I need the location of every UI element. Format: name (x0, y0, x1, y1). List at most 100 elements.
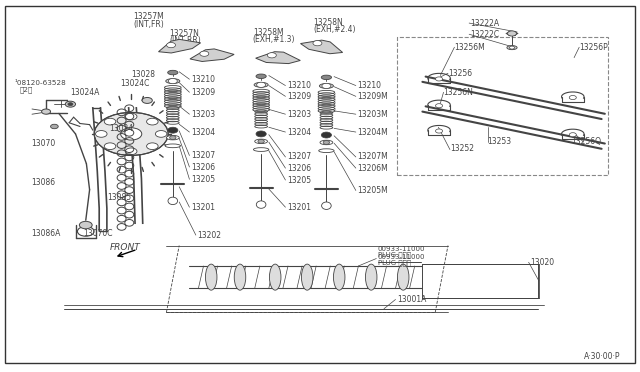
Ellipse shape (397, 264, 409, 290)
Text: 13209M: 13209M (357, 92, 388, 101)
Circle shape (436, 77, 443, 81)
Ellipse shape (320, 140, 333, 145)
Text: 13001A: 13001A (397, 295, 426, 304)
Ellipse shape (301, 264, 313, 290)
Circle shape (258, 140, 264, 143)
Text: 13024C: 13024C (120, 79, 150, 88)
Text: 13070C: 13070C (83, 229, 113, 238)
Ellipse shape (253, 148, 269, 151)
Text: 13204: 13204 (191, 128, 215, 137)
Text: 13203M: 13203M (357, 110, 388, 119)
Circle shape (570, 133, 576, 137)
Text: 13205: 13205 (191, 175, 215, 184)
Circle shape (509, 46, 515, 49)
Text: 13253: 13253 (488, 137, 512, 146)
Text: 13024A: 13024A (70, 88, 100, 97)
Text: (INT,RR): (INT,RR) (170, 36, 202, 45)
Circle shape (51, 124, 58, 129)
Circle shape (68, 103, 73, 106)
Circle shape (142, 97, 152, 103)
Ellipse shape (321, 75, 332, 80)
Text: 13201: 13201 (287, 203, 311, 212)
Text: （2）: （2） (19, 86, 33, 93)
Ellipse shape (254, 83, 268, 87)
Ellipse shape (269, 264, 281, 290)
Text: 13222A: 13222A (470, 19, 500, 28)
Ellipse shape (120, 128, 142, 140)
Text: 13028: 13028 (131, 70, 155, 79)
Text: 13203: 13203 (287, 110, 311, 119)
Text: 13086A: 13086A (31, 229, 60, 238)
Polygon shape (190, 49, 234, 61)
Ellipse shape (234, 264, 246, 290)
Text: 13257M: 13257M (133, 12, 164, 21)
Circle shape (436, 129, 443, 133)
Bar (397, 37, 608, 175)
Text: 13086: 13086 (31, 178, 55, 187)
Circle shape (508, 31, 516, 36)
Circle shape (257, 82, 266, 87)
Circle shape (104, 118, 116, 125)
Circle shape (570, 96, 576, 100)
Text: 13256P: 13256P (579, 43, 608, 52)
Text: 13204: 13204 (287, 128, 311, 137)
Circle shape (156, 131, 167, 137)
Circle shape (147, 118, 158, 125)
Circle shape (125, 148, 137, 155)
Text: 13210: 13210 (191, 75, 215, 84)
Circle shape (268, 53, 276, 58)
Circle shape (65, 101, 76, 107)
Text: FRONT: FRONT (109, 243, 140, 252)
Circle shape (168, 78, 177, 84)
Text: 13206: 13206 (287, 164, 311, 173)
Ellipse shape (321, 202, 332, 209)
Text: 13206M: 13206M (357, 164, 388, 173)
Text: (EXH,#2.4): (EXH,#2.4) (314, 25, 356, 34)
Text: 00933-11000: 00933-11000 (378, 254, 425, 260)
Ellipse shape (205, 264, 217, 290)
Ellipse shape (166, 135, 179, 140)
Text: 13202: 13202 (197, 231, 221, 240)
Text: 13206: 13206 (191, 163, 215, 171)
Circle shape (322, 83, 331, 89)
Polygon shape (301, 40, 342, 54)
Text: 13070: 13070 (31, 139, 55, 148)
Polygon shape (159, 39, 200, 53)
Text: (EXH,#1.3): (EXH,#1.3) (253, 35, 295, 44)
Text: 13207: 13207 (191, 151, 215, 160)
Ellipse shape (94, 112, 168, 155)
Ellipse shape (255, 139, 268, 144)
Text: 13024: 13024 (109, 124, 133, 133)
Text: 13205: 13205 (287, 176, 311, 185)
Text: 13257N: 13257N (170, 29, 200, 38)
Text: 13203: 13203 (191, 110, 215, 119)
Circle shape (77, 227, 94, 236)
Text: 13256N: 13256N (444, 88, 474, 97)
Ellipse shape (319, 149, 334, 153)
Text: 13258N: 13258N (314, 18, 343, 27)
Circle shape (321, 132, 332, 138)
Text: PLUG プラグ: PLUG プラグ (378, 251, 411, 258)
Text: ¹08120-63528: ¹08120-63528 (14, 80, 66, 86)
Text: PLUG プラグ: PLUG プラグ (378, 260, 411, 266)
Circle shape (436, 104, 443, 108)
Circle shape (125, 113, 137, 120)
Text: 13207: 13207 (287, 153, 311, 161)
Text: 13207M: 13207M (357, 153, 388, 161)
Text: 13256: 13256 (448, 69, 472, 78)
Circle shape (104, 143, 116, 150)
Text: (INT,FR): (INT,FR) (133, 20, 164, 29)
Text: 13209: 13209 (287, 92, 311, 101)
Ellipse shape (256, 201, 266, 208)
Text: 13020: 13020 (530, 258, 554, 267)
Ellipse shape (333, 264, 345, 290)
Circle shape (42, 109, 51, 114)
Text: 00933-11000: 00933-11000 (378, 246, 425, 252)
Circle shape (313, 41, 322, 46)
Ellipse shape (165, 144, 180, 148)
Text: 13210: 13210 (357, 81, 381, 90)
Circle shape (323, 141, 330, 144)
Circle shape (256, 131, 266, 137)
Circle shape (170, 136, 176, 140)
Text: 13258M: 13258M (253, 28, 284, 37)
